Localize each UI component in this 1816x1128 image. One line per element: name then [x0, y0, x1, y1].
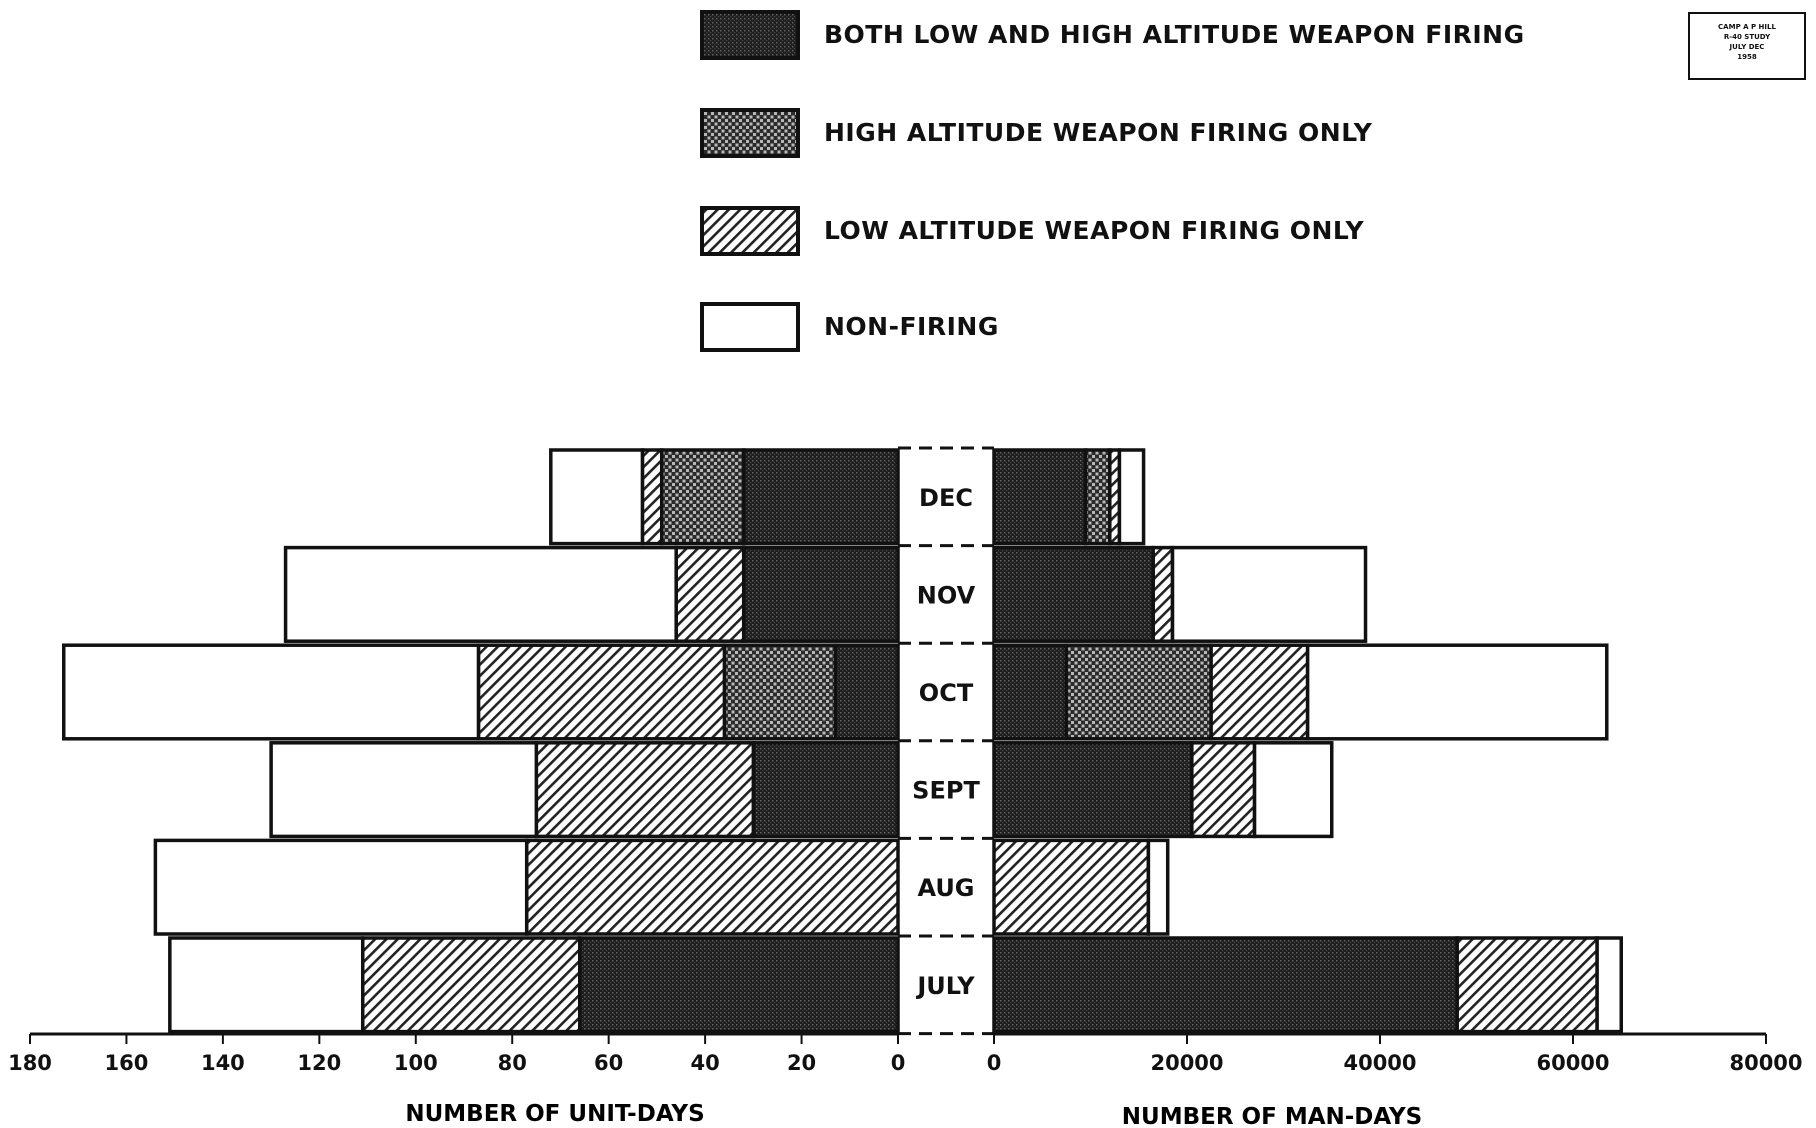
bar-left-non-sept — [269, 741, 539, 839]
left-x-axis-label: NUMBER OF UNIT-DAYS — [405, 1101, 704, 1127]
month-separators — [898, 446, 994, 1036]
right-tick-label: 20000 — [1150, 1051, 1223, 1075]
bar-left-both-dec — [741, 448, 900, 546]
month-label-july: JULY — [915, 972, 975, 1000]
month-label-dec: DEC — [919, 484, 973, 512]
bar-left-non-aug — [153, 838, 529, 936]
right-tick-label: 80000 — [1729, 1051, 1802, 1075]
bar-left-both-nov — [741, 545, 900, 643]
bar-left-both-sept — [751, 741, 900, 839]
month-label-sept: SEPT — [912, 777, 980, 805]
legend-label-low: LOW ALTITUDE WEAPON FIRING ONLY — [824, 216, 1365, 245]
left-tick-label: 80 — [498, 1051, 527, 1075]
bar-right-non-nov — [1170, 545, 1368, 643]
legend-label-non: NON-FIRING — [824, 312, 999, 341]
left-tick-label: 40 — [690, 1051, 719, 1075]
bar-right-low-aug — [992, 838, 1151, 936]
left-tick-label: 100 — [394, 1051, 438, 1075]
bar-left-non-july — [168, 936, 365, 1034]
bar-right-non-july — [1595, 936, 1623, 1034]
bar-right-both-oct — [992, 643, 1069, 741]
right-x-axis-label: NUMBER OF MAN-DAYS — [1122, 1104, 1422, 1128]
study-stamp: CAMP A P HILL R-40 STUDY JULY DEC 1958 — [1688, 12, 1806, 80]
right-tick-label: 40000 — [1343, 1051, 1416, 1075]
bar-left-both-oct — [833, 643, 900, 741]
bar-right-both-nov — [992, 545, 1155, 643]
bar-left-non-oct — [62, 643, 481, 741]
bar-right-both-sept — [992, 741, 1194, 839]
legend-swatch-non — [700, 302, 800, 352]
right-tick-label: 0 — [987, 1051, 1002, 1075]
legend-swatch-low — [700, 206, 800, 256]
axes: 180 160 140 120 100 80 60 40 20 0 0 20000 40000 60000… — [8, 1032, 1803, 1075]
bar-left-low-july — [360, 936, 582, 1034]
legend-label-both: BOTH LOW AND HIGH ALTITUDE WEAPON FIRING — [824, 20, 1525, 49]
bar-right-non-oct — [1305, 643, 1609, 741]
bar-right-low-sept — [1190, 741, 1257, 839]
legend-label-high: HIGH ALTITUDE WEAPON FIRING ONLY — [824, 118, 1373, 147]
bar-left-non-nov — [283, 545, 678, 643]
bar-left-non-dec — [549, 448, 645, 546]
bar-right-low-nov — [1151, 545, 1175, 643]
bar-left-low-aug — [524, 838, 900, 936]
left-tick-label: 140 — [201, 1051, 245, 1075]
bar-left-low-sept — [534, 741, 756, 839]
left-tick-label: 180 — [8, 1051, 52, 1075]
bar-right-high-oct — [1064, 643, 1213, 741]
right-tick-label: 60000 — [1536, 1051, 1609, 1075]
bar-left-low-oct — [476, 643, 727, 741]
stamp-line: R-40 STUDY — [1723, 33, 1771, 41]
left-tick-label: 0 — [891, 1051, 906, 1075]
bar-right-non-sept — [1252, 741, 1334, 839]
legend-swatch-high — [700, 108, 800, 158]
bar-left-high-oct — [722, 643, 838, 741]
bar-right-low-july — [1455, 936, 1599, 1034]
bar-left-both-july — [577, 936, 900, 1034]
right-panel-bars — [992, 448, 1623, 1034]
bar-left-high-dec — [659, 448, 746, 546]
bar-right-high-dec — [1083, 448, 1112, 546]
bar-right-low-oct — [1209, 643, 1310, 741]
bar-left-low-dec — [640, 448, 664, 546]
month-label-oct: OCT — [919, 679, 974, 707]
left-tick-label: 160 — [105, 1051, 149, 1075]
month-labels: DEC NOV OCT SEPT AUG JULY — [912, 484, 980, 1000]
stamp-line: JULY DEC — [1729, 43, 1765, 51]
month-label-aug: AUG — [917, 874, 974, 902]
stamp-line: CAMP A P HILL — [1718, 23, 1776, 31]
bar-right-both-july — [992, 936, 1459, 1034]
bar-right-non-aug — [1146, 838, 1170, 936]
stamp-line: 1958 — [1737, 53, 1757, 61]
month-label-nov: NOV — [917, 581, 976, 609]
left-tick-label: 20 — [787, 1051, 816, 1075]
left-panel-bars — [62, 448, 900, 1034]
bar-left-low-nov — [674, 545, 746, 643]
bar-right-non-dec — [1117, 448, 1146, 546]
legend-swatch-both — [700, 10, 800, 60]
bar-right-both-dec — [992, 448, 1088, 546]
left-tick-label: 120 — [297, 1051, 341, 1075]
left-tick-label: 60 — [594, 1051, 623, 1075]
